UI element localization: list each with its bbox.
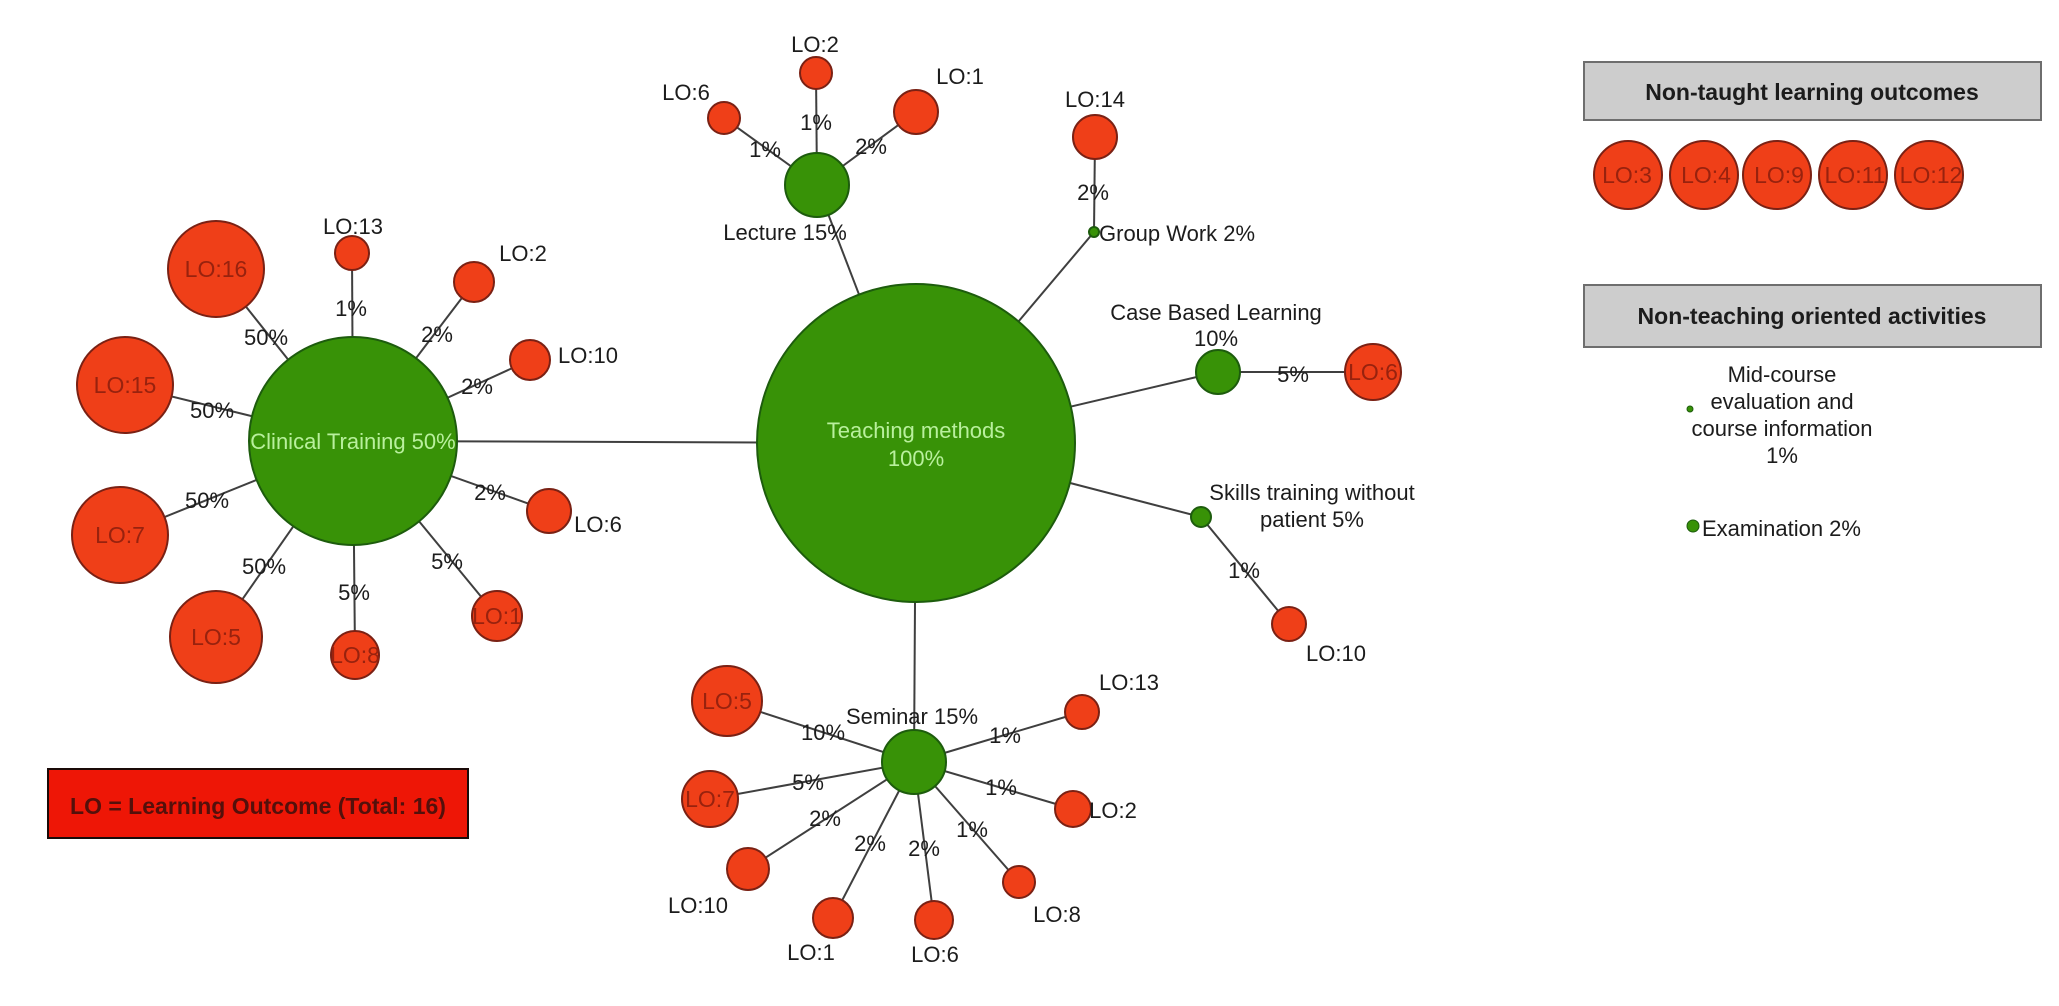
svg-text:evaluation and: evaluation and xyxy=(1710,389,1853,414)
svg-text:2%: 2% xyxy=(1077,180,1109,205)
svg-text:LO:16: LO:16 xyxy=(185,256,248,282)
svg-text:Mid-course: Mid-course xyxy=(1728,362,1837,387)
svg-text:LO:8: LO:8 xyxy=(330,642,380,668)
svg-text:1%: 1% xyxy=(800,110,832,135)
svg-text:LO:7: LO:7 xyxy=(95,522,145,548)
svg-text:LO:3: LO:3 xyxy=(1602,162,1652,188)
svg-text:5%: 5% xyxy=(431,549,463,574)
svg-text:LO:13: LO:13 xyxy=(1099,670,1159,695)
svg-text:LO:10: LO:10 xyxy=(668,893,728,918)
svg-text:Non-taught learning outcomes: Non-taught learning outcomes xyxy=(1645,79,1979,105)
svg-text:50%: 50% xyxy=(244,325,288,350)
svg-text:LO:14: LO:14 xyxy=(1065,87,1125,112)
svg-text:1%: 1% xyxy=(956,817,988,842)
svg-text:course information: course information xyxy=(1692,416,1873,441)
svg-text:50%: 50% xyxy=(242,554,286,579)
svg-text:100%: 100% xyxy=(888,446,944,471)
svg-text:LO:10: LO:10 xyxy=(1306,641,1366,666)
svg-text:LO:15: LO:15 xyxy=(94,372,157,398)
svg-text:Examination 2%: Examination 2% xyxy=(1702,516,1861,541)
svg-text:5%: 5% xyxy=(1277,362,1309,387)
svg-text:10%: 10% xyxy=(1194,326,1238,351)
svg-text:50%: 50% xyxy=(190,398,234,423)
svg-text:2%: 2% xyxy=(461,374,493,399)
svg-text:5%: 5% xyxy=(792,770,824,795)
svg-text:1%: 1% xyxy=(989,723,1021,748)
svg-text:LO:6: LO:6 xyxy=(911,942,959,967)
svg-text:50%: 50% xyxy=(185,488,229,513)
svg-text:LO:5: LO:5 xyxy=(191,624,241,650)
svg-text:patient 5%: patient 5% xyxy=(1260,507,1364,532)
svg-text:Group Work 2%: Group Work 2% xyxy=(1099,221,1255,246)
svg-text:LO:4: LO:4 xyxy=(1681,162,1731,188)
svg-text:LO:1: LO:1 xyxy=(472,603,522,629)
svg-text:1%: 1% xyxy=(335,296,367,321)
svg-text:LO:9: LO:9 xyxy=(1754,162,1804,188)
svg-text:LO:13: LO:13 xyxy=(323,214,383,239)
svg-text:2%: 2% xyxy=(854,831,886,856)
svg-text:Lecture 15%: Lecture 15% xyxy=(723,220,847,245)
svg-text:LO:6: LO:6 xyxy=(574,512,622,537)
svg-text:LO:10: LO:10 xyxy=(558,343,618,368)
svg-text:1%: 1% xyxy=(1766,443,1798,468)
svg-text:5%: 5% xyxy=(338,580,370,605)
svg-text:2%: 2% xyxy=(855,134,887,159)
svg-text:LO:1: LO:1 xyxy=(787,940,835,965)
svg-text:2%: 2% xyxy=(908,836,940,861)
svg-text:LO:5: LO:5 xyxy=(702,688,752,714)
svg-text:1%: 1% xyxy=(1228,558,1260,583)
svg-text:Case Based Learning: Case Based Learning xyxy=(1110,300,1322,325)
svg-text:Teaching methods: Teaching methods xyxy=(827,418,1006,443)
svg-text:LO:6: LO:6 xyxy=(662,80,710,105)
svg-text:1%: 1% xyxy=(749,137,781,162)
svg-text:2%: 2% xyxy=(809,806,841,831)
svg-text:1%: 1% xyxy=(985,775,1017,800)
svg-text:LO:6: LO:6 xyxy=(1348,359,1398,385)
svg-text:LO:12: LO:12 xyxy=(1900,162,1963,188)
svg-text:Seminar 15%: Seminar 15% xyxy=(846,704,978,729)
svg-text:Clinical Training 50%: Clinical Training 50% xyxy=(250,429,455,454)
svg-text:Skills training without: Skills training without xyxy=(1209,480,1414,505)
svg-text:LO:2: LO:2 xyxy=(499,241,547,266)
svg-text:Non-teaching oriented activiti: Non-teaching oriented activities xyxy=(1638,303,1987,329)
svg-text:2%: 2% xyxy=(474,480,506,505)
svg-text:LO:8: LO:8 xyxy=(1033,902,1081,927)
svg-text:LO:2: LO:2 xyxy=(791,32,839,57)
svg-text:LO:11: LO:11 xyxy=(1825,162,1886,188)
svg-text:LO:1: LO:1 xyxy=(936,64,984,89)
svg-text:LO = Learning Outcome (Total:: LO = Learning Outcome (Total: 16) xyxy=(70,793,446,819)
svg-text:2%: 2% xyxy=(421,322,453,347)
svg-text:LO:2: LO:2 xyxy=(1089,798,1137,823)
svg-text:LO:7: LO:7 xyxy=(685,786,735,812)
svg-text:10%: 10% xyxy=(801,720,845,745)
